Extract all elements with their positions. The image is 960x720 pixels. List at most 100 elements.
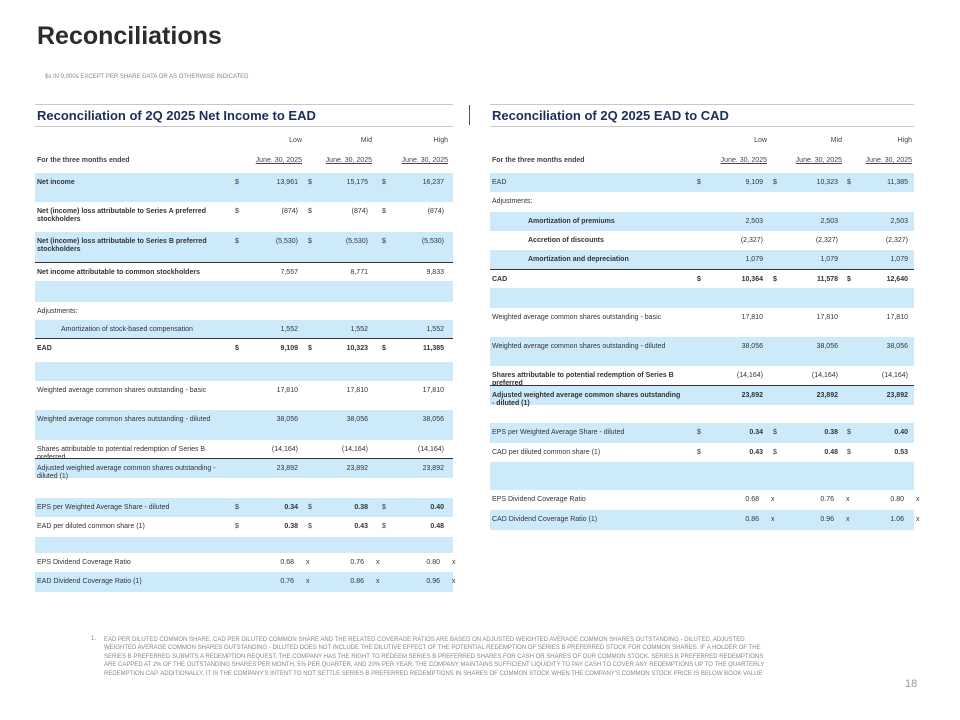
row-label: Accretion of discounts — [528, 237, 604, 244]
table-row: Net income attributable to common stockh… — [35, 262, 453, 281]
table-title: Reconciliation of 2Q 2025 Net Income to … — [37, 108, 316, 123]
table-row — [490, 462, 914, 490]
table-row: EAD Dividend Coverage Ratio (1) 0.76 x 0.86… — [35, 572, 456, 592]
row-value: (5,530) — [421, 238, 444, 245]
dollar-sign: $ — [382, 238, 386, 245]
table-row: EAD $9,109 $10,323 $11,385 — [35, 338, 453, 362]
column-header: Low — [289, 137, 302, 144]
dollar-sign: $ — [697, 429, 701, 436]
row-label: Net (income) loss attributable to Series… — [37, 208, 207, 223]
row-value: 0.76 — [350, 559, 364, 566]
row-value: (14,164) — [417, 446, 444, 453]
dollar-sign: $ — [847, 179, 851, 186]
row-value: 0.68 — [280, 559, 294, 566]
row-label: Adjustments: — [492, 198, 533, 205]
row-value: 17,810 — [886, 314, 908, 321]
row-value: 38,056 — [816, 343, 838, 350]
table-row: Amortization and depreciation 1,079 1,079 1… — [490, 250, 914, 269]
row-value: 17,810 — [346, 387, 368, 394]
dollar-sign: $ — [773, 179, 777, 186]
page-title: Reconciliations — [37, 22, 222, 50]
row-label: Amortization of stock-based compensation — [61, 326, 193, 333]
table-row: CAD $10,364 $11,578 $12,640 — [490, 269, 914, 288]
row-value: (874) — [351, 208, 368, 215]
row-label: EAD — [37, 345, 52, 352]
table-row — [35, 537, 453, 553]
row-label: Weighted average common shares outstandi… — [492, 343, 666, 350]
table-row — [35, 478, 453, 498]
row-label: Shares attributable to potential redempt… — [37, 446, 206, 461]
dollar-sign: $ — [382, 523, 386, 530]
row-value: 8,771 — [350, 269, 368, 276]
table-row: CAD per diluted common share (1) $0.43 $0.… — [490, 443, 914, 462]
row-value: (2,327) — [740, 237, 763, 244]
dollar-sign: $ — [382, 504, 386, 511]
table-row: Amortization of stock-based compensation… — [35, 320, 453, 338]
row-value: 17,810 — [422, 387, 444, 394]
row-value: 0.43 — [749, 449, 763, 456]
row-value: 0.80 — [426, 559, 440, 566]
ratio-suffix: x — [771, 496, 775, 503]
column-header: Mid — [360, 137, 372, 144]
dollar-sign: $ — [773, 429, 777, 436]
table-row: Weighted average common shares outstandi… — [490, 337, 914, 366]
ratio-suffix: x — [306, 559, 310, 566]
row-label: EPS Dividend Coverage Ratio — [492, 496, 586, 503]
dollar-sign: $ — [697, 276, 701, 283]
row-value: 0.86 — [745, 516, 759, 523]
column-date: June. 30, 2025 — [795, 157, 842, 164]
period-label: For the three months ended — [492, 157, 585, 164]
ratio-suffix: x — [846, 516, 850, 523]
row-value: 0.76 — [820, 496, 834, 503]
dollar-sign: $ — [308, 345, 312, 352]
table-row: Adjustments: — [35, 302, 453, 320]
row-value: 0.48 — [824, 449, 838, 456]
table-row: EPS Dividend Coverage Ratio 0.68 x 0.76 x 0.8… — [490, 490, 920, 510]
table-row: Weighted average common shares outstandi… — [35, 381, 453, 410]
dollar-sign: $ — [235, 523, 239, 530]
dollar-sign: $ — [308, 179, 312, 186]
dollar-sign: $ — [235, 208, 239, 215]
row-value: (14,164) — [341, 446, 368, 453]
ratio-suffix: x — [846, 496, 850, 503]
dollar-sign: $ — [235, 504, 239, 511]
period-label: For the three months ended — [37, 157, 130, 164]
row-value: (2,327) — [885, 237, 908, 244]
dollar-sign: $ — [773, 449, 777, 456]
row-label: Net income — [37, 179, 75, 186]
row-value: 2,503 — [890, 218, 908, 225]
row-value: 0.34 — [749, 429, 763, 436]
row-value: 0.40 — [894, 429, 908, 436]
table-row: Shares attributable to potential redempt… — [490, 366, 914, 387]
row-value: (874) — [281, 208, 298, 215]
ratio-suffix: x — [376, 578, 380, 585]
table-row: Weighted average common shares outstandi… — [35, 410, 453, 440]
dollar-sign: $ — [382, 208, 386, 215]
table-row: Adjustments: — [490, 192, 914, 212]
column-header: High — [433, 137, 448, 144]
page-subtitle: $s IN 0,000s EXCEPT PER SHARE DATA OR AS… — [45, 74, 249, 80]
row-label: Net (income) loss attributable to Series… — [37, 238, 207, 253]
row-value: 17,810 — [816, 314, 838, 321]
table-row: Net (income) loss attributable to Series… — [35, 232, 453, 262]
row-value: 9,109 — [745, 179, 763, 186]
table-row: EPS per Weighted Average Share - diluted… — [35, 498, 453, 517]
column-date: June. 30, 2025 — [401, 157, 448, 164]
row-label: EAD per diluted common share (1) — [37, 523, 145, 530]
table-row — [490, 288, 914, 308]
row-value: 0.38 — [354, 504, 368, 511]
table-title: Reconciliation of 2Q 2025 EAD to CAD — [492, 108, 729, 123]
column-header: Low — [754, 137, 767, 144]
row-value: 12,640 — [886, 276, 908, 283]
row-value: (14,164) — [736, 372, 763, 379]
row-value: 0.53 — [894, 449, 908, 456]
table-row — [35, 362, 453, 381]
row-value: 0.76 — [280, 578, 294, 585]
header-rule — [490, 104, 914, 105]
column-date: June. 30, 2025 — [325, 157, 372, 164]
row-label: Adjustments: — [37, 308, 78, 315]
footnote-number: 1. — [91, 636, 97, 642]
dollar-sign: $ — [697, 179, 701, 186]
dollar-sign: $ — [308, 504, 312, 511]
dollar-sign: $ — [847, 276, 851, 283]
